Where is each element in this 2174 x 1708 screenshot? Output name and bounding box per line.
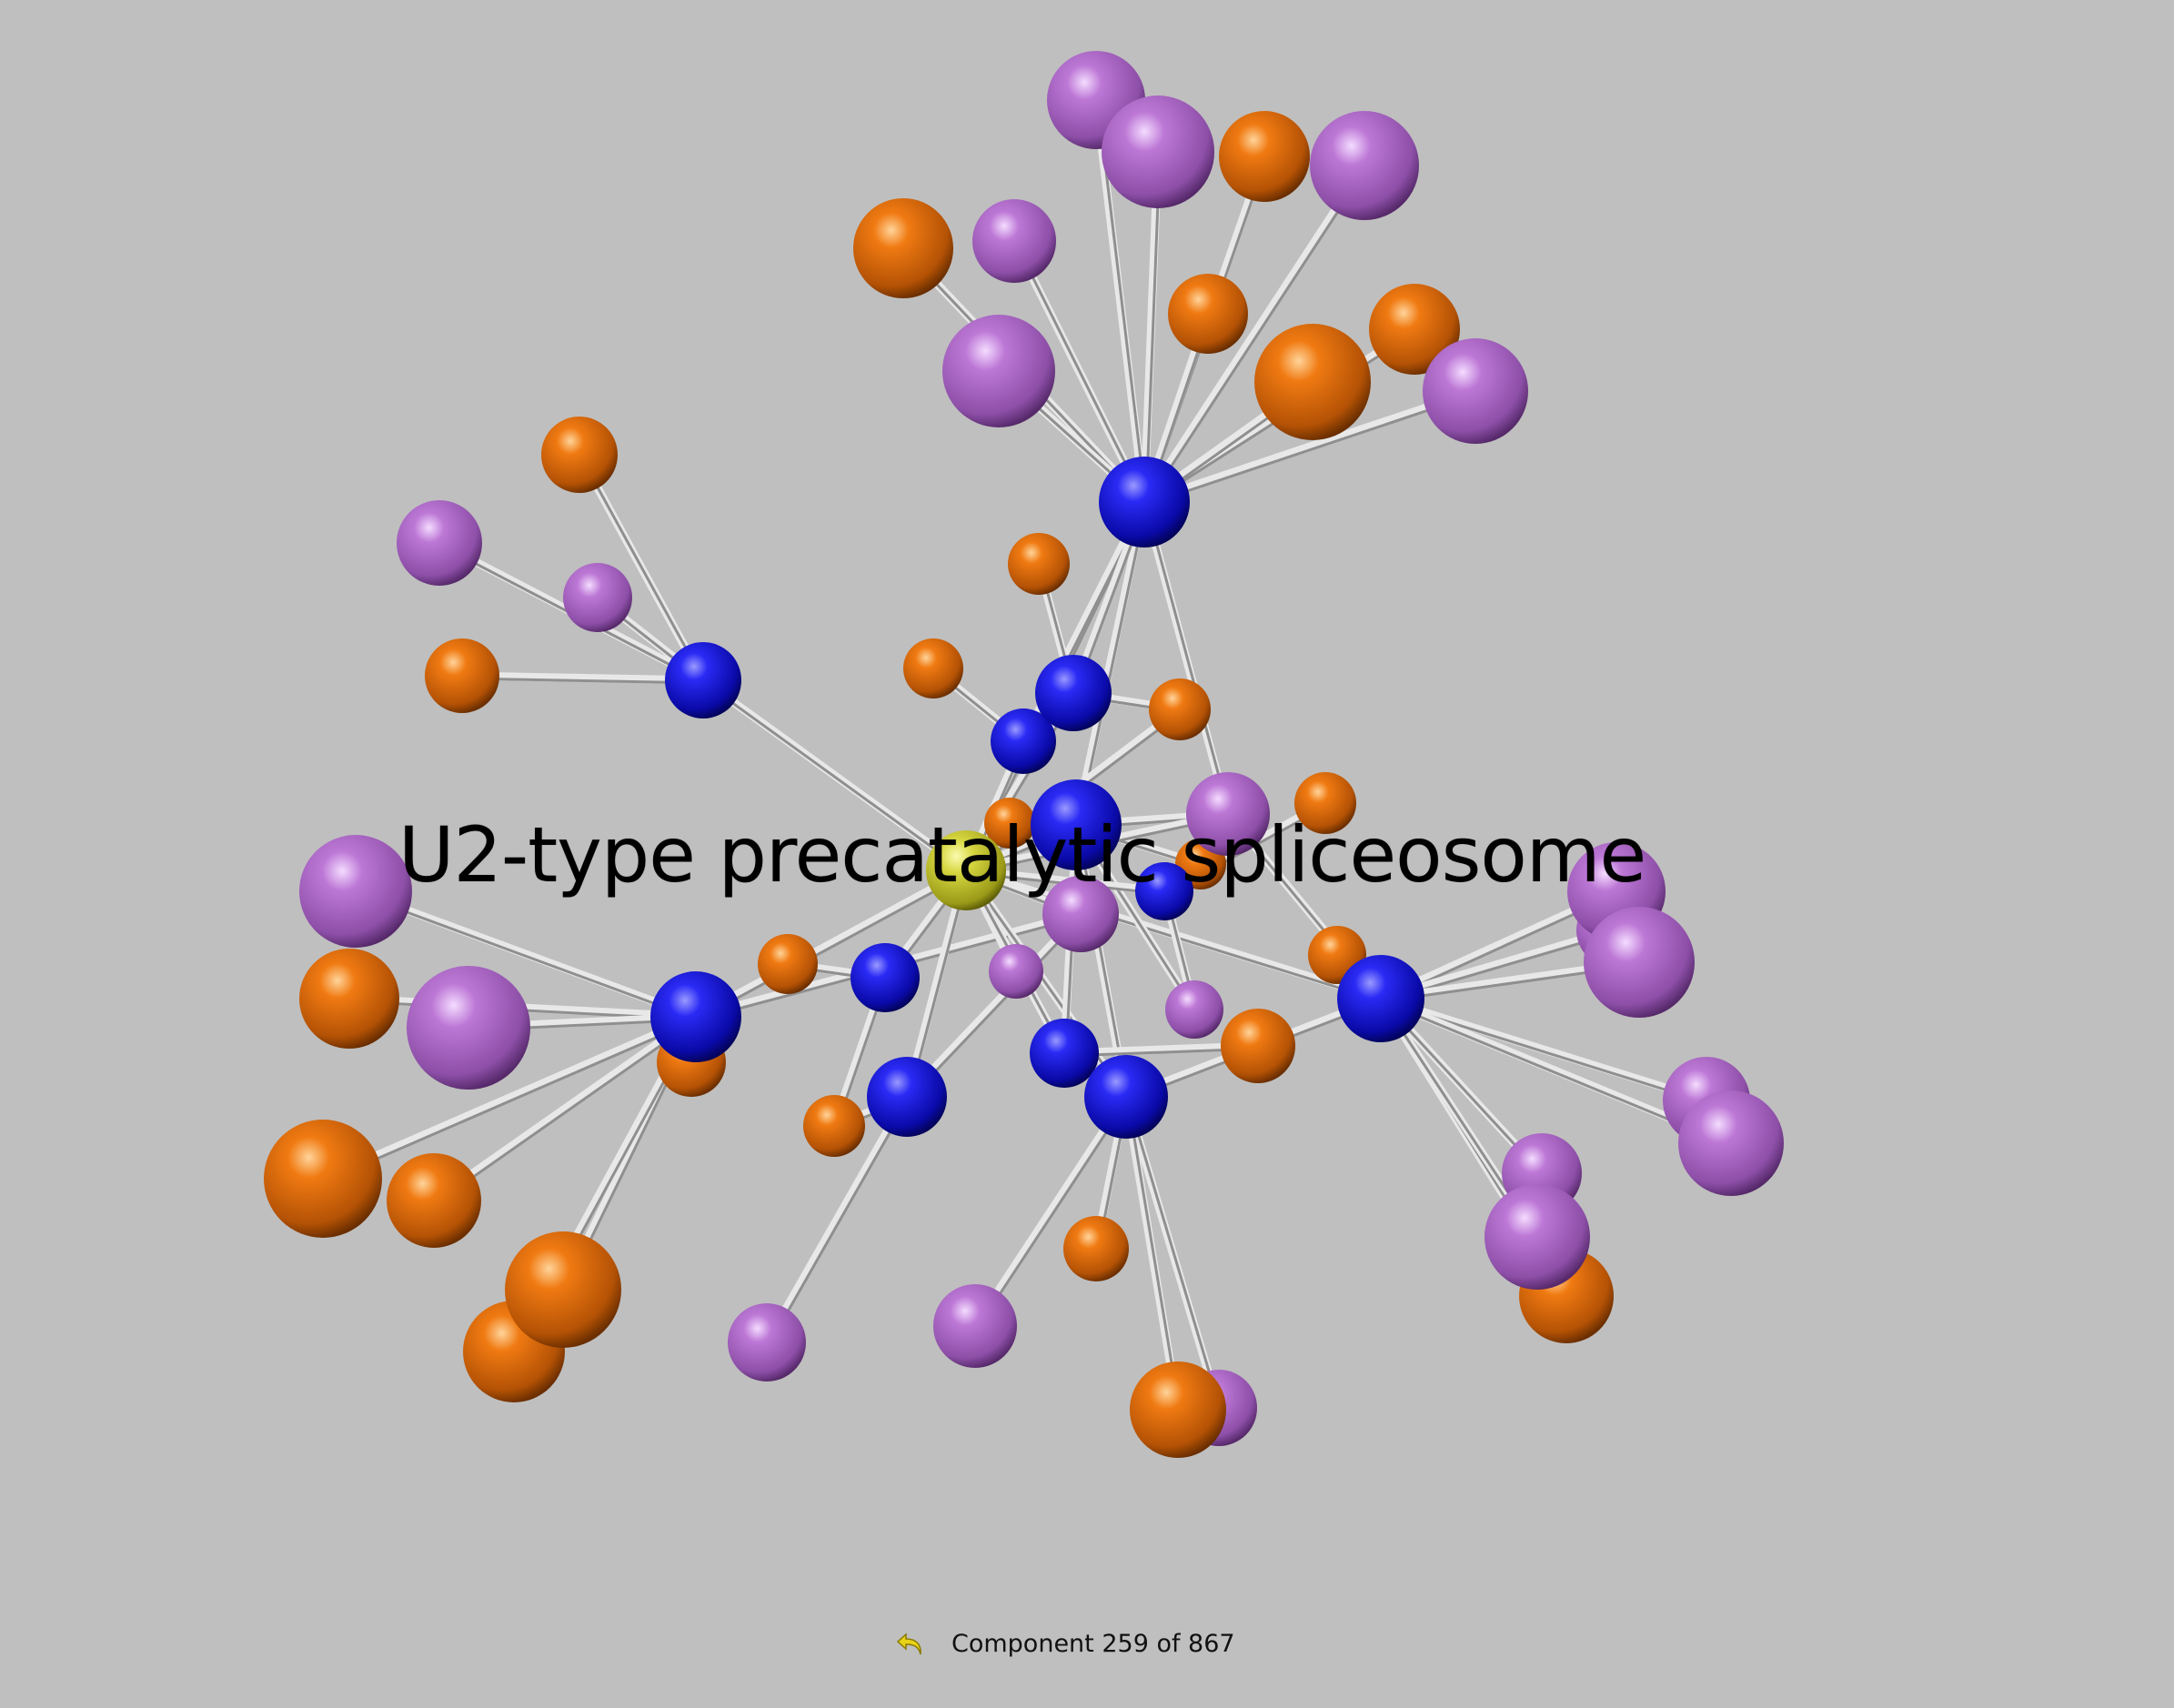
protein-node[interactable] [1165,980,1223,1039]
graph-edge-shade [324,1018,699,1183]
graph-edge [351,887,700,1021]
protein-node[interactable] [1294,772,1356,834]
protein-node[interactable] [803,1095,865,1157]
complex-node[interactable] [1337,955,1424,1042]
protein-node[interactable] [563,563,632,632]
component-counter: Component 259 of 867 [951,1629,1235,1658]
graph-edge-shade [579,457,707,684]
complex-node[interactable] [650,971,741,1062]
protein-node[interactable] [541,417,618,493]
graph-edge [318,1012,700,1183]
protein-node[interactable] [505,1231,621,1348]
graph-edge-shade [767,1099,911,1346]
undo-arrow-icon [896,1633,921,1655]
protein-node[interactable] [1423,338,1528,444]
focus-node[interactable] [926,830,1006,910]
graph-edge-shade [1144,154,1162,506]
graph-edge [1376,994,1711,1105]
protein-node[interactable] [1219,111,1310,202]
graph-edge-shade [1145,392,1478,507]
complex-node[interactable] [867,1057,947,1137]
protein-node[interactable] [853,198,953,298]
graph-edge-shade [1144,167,1368,506]
graph-edge-shade [697,871,969,1021]
protein-node[interactable] [397,500,482,586]
protein-node[interactable] [387,1153,481,1248]
graph-edge [1140,387,1480,507]
protein-node[interactable] [1102,95,1214,208]
graph-edge-shade [1126,1099,1223,1412]
graph-edge [1072,497,1149,829]
protein-node[interactable] [1063,1216,1129,1281]
graph-edge-shade [975,1099,1130,1330]
protein-node[interactable] [984,798,1035,849]
protein-node[interactable] [989,944,1043,999]
protein-node[interactable] [1310,111,1419,220]
graph-edge [1140,161,1369,507]
graph-edge-shade [704,681,969,875]
protein-node[interactable] [264,1120,382,1238]
protein-node[interactable] [972,199,1056,283]
protein-node[interactable] [407,966,530,1090]
graph-edge [691,866,971,1021]
complex-node[interactable] [850,943,920,1012]
protein-node[interactable] [1130,1361,1226,1458]
complex-node[interactable] [1030,1019,1099,1088]
graph-edge-shade [435,1018,699,1205]
protein-node[interactable] [758,934,818,994]
graph-edge [429,1012,700,1205]
protein-node[interactable] [1042,876,1119,952]
status-bar: Component 259 of 867 [891,1623,1235,1663]
protein-node[interactable] [1186,772,1270,856]
protein-node[interactable] [1369,284,1460,375]
protein-node[interactable] [1678,1090,1784,1196]
complex-node[interactable] [665,642,741,718]
graph-edge-shade [966,872,1130,1100]
protein-node[interactable] [903,638,963,698]
protein-node[interactable] [299,949,399,1049]
protein-node[interactable] [1485,1184,1590,1290]
back-button[interactable] [891,1623,931,1663]
graph-edge-shade [463,677,706,685]
graph-edge [458,671,708,685]
complex-node[interactable] [1084,1055,1168,1139]
protein-node[interactable] [1008,533,1070,595]
graph-edge [902,909,1085,1101]
protein-node[interactable] [933,1284,1017,1368]
graph-edge-shade [357,892,699,1021]
protein-node[interactable] [1584,907,1695,1018]
graph-edge-shade [907,915,1084,1101]
protein-node[interactable] [1149,678,1211,740]
complex-node[interactable] [1099,457,1190,548]
complex-node[interactable] [1035,655,1112,731]
node-layer [264,51,1784,1458]
graph-edge [1140,147,1162,507]
protein-node[interactable] [425,638,499,713]
protein-node[interactable] [1221,1009,1295,1083]
graph-edge [971,1092,1131,1331]
protein-node[interactable] [1168,274,1248,354]
focus-node-label: U2-type precatalytic spliceosome [398,810,1646,899]
protein-node[interactable] [728,1303,806,1381]
complex-node[interactable] [991,708,1056,774]
protein-node[interactable] [1254,324,1371,440]
complex-node[interactable] [1031,779,1122,870]
complex-node[interactable] [1135,862,1193,920]
protein-node[interactable] [299,835,412,948]
graph-edge [762,1092,911,1347]
graph-edge-shade [1144,504,1232,818]
protein-node[interactable] [942,315,1055,427]
graph-edge-shade [1126,1099,1182,1413]
